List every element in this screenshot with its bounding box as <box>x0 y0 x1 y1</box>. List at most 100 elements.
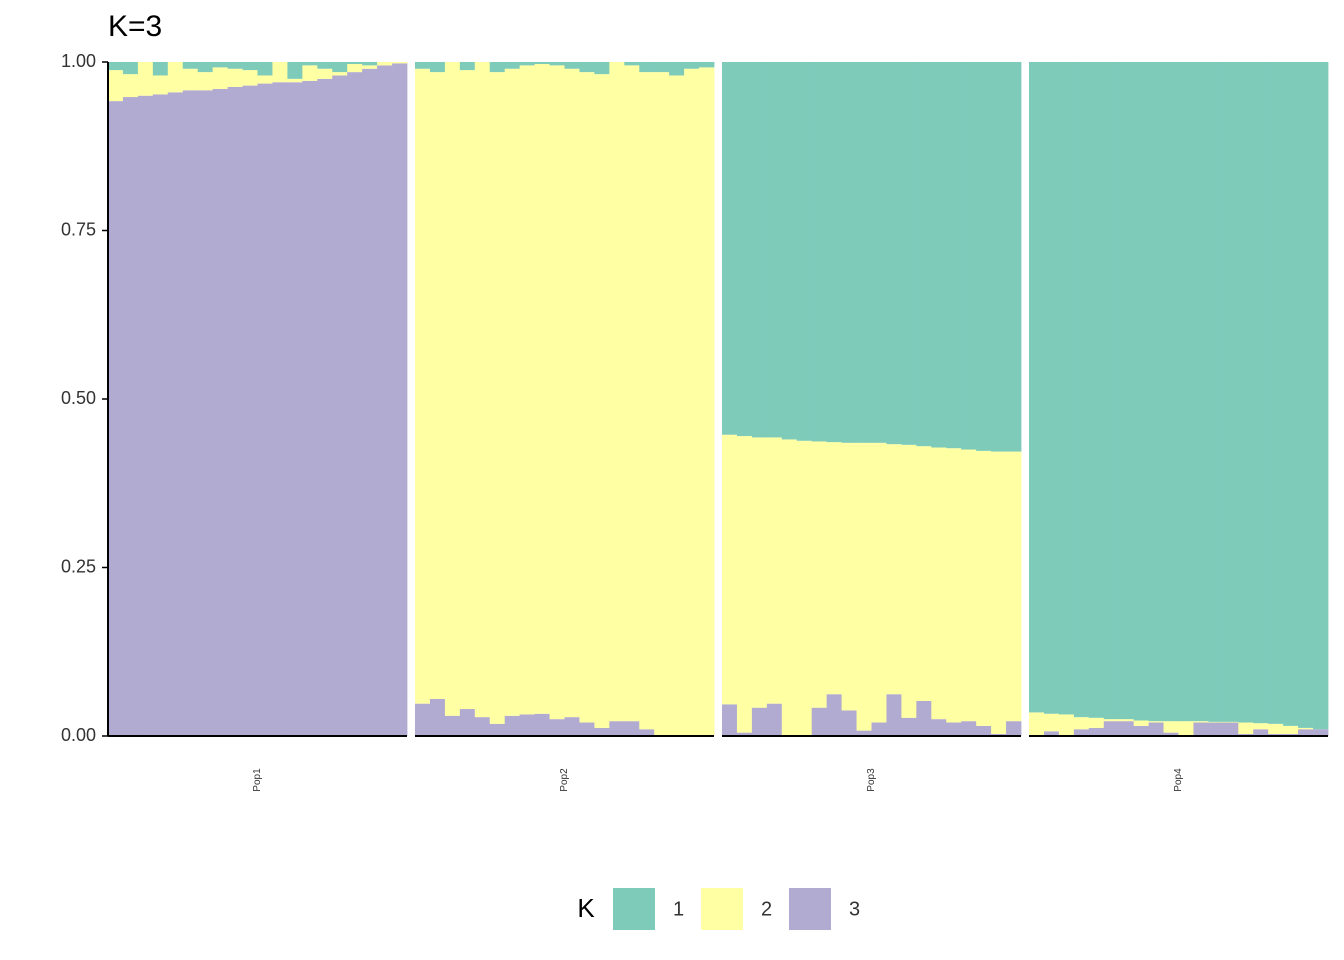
bar-segment <box>362 65 378 69</box>
bar-segment <box>811 62 828 442</box>
bar-segment <box>182 68 199 91</box>
bar-segment <box>594 62 610 75</box>
bar-segment <box>684 62 700 69</box>
bar-segment <box>976 450 992 726</box>
bar-segment <box>766 437 783 704</box>
bar-segment <box>415 62 431 69</box>
bar-segment <box>519 62 535 66</box>
y-tick-label: 1.00 <box>61 51 96 71</box>
bar-segment <box>916 700 932 736</box>
bar-segment <box>227 86 243 737</box>
bar-segment <box>489 723 506 736</box>
bar-segment <box>347 64 363 73</box>
bar-segment <box>961 62 977 450</box>
bar-segment <box>916 446 932 701</box>
bar-segment <box>1283 733 1299 736</box>
bar-segment <box>886 444 902 695</box>
bar-segment <box>564 68 580 718</box>
bar-segment <box>317 68 333 79</box>
bar-segment <box>489 62 506 73</box>
bar-segment <box>579 62 595 73</box>
bar-segment <box>564 62 580 69</box>
bar-segment <box>332 75 348 737</box>
bar-segment <box>377 62 393 66</box>
bar-segment <box>549 719 565 736</box>
bar-segment <box>639 62 655 73</box>
bar-segment <box>594 727 610 736</box>
legend-swatch <box>789 888 831 930</box>
bar-segment <box>444 715 461 736</box>
bar-segment <box>796 62 813 441</box>
bar-segment <box>609 62 625 722</box>
bar-segment <box>609 721 625 736</box>
bar-segment <box>1298 729 1314 736</box>
bar-segment <box>1058 714 1075 736</box>
bar-segment <box>579 722 595 736</box>
facet-label: Pop1 <box>252 768 263 792</box>
bar-segment <box>534 64 550 714</box>
bar-segment <box>1313 729 1329 736</box>
legend-label: 1 <box>673 898 684 920</box>
y-tick-label: 0.25 <box>61 556 96 576</box>
bar-segment <box>227 68 243 87</box>
bar-segment <box>1088 62 1105 718</box>
bar-segment <box>931 719 947 736</box>
bar-segment <box>287 62 303 79</box>
bar-segment <box>152 94 169 737</box>
bar-segment <box>1118 721 1135 736</box>
bar-segment <box>197 62 214 73</box>
bar-segment <box>534 62 550 65</box>
bar-segment <box>766 703 783 736</box>
bar-segment <box>474 717 491 736</box>
bar-segment <box>856 442 872 731</box>
bar-segment <box>1043 731 1060 736</box>
bar-segment <box>961 449 977 722</box>
bar-segment <box>856 730 872 736</box>
bar-segment <box>1253 729 1269 736</box>
bar-segment <box>1193 721 1209 723</box>
bar-segment <box>1103 719 1120 722</box>
bar-segment <box>1163 62 1179 722</box>
bar-segment <box>504 62 521 69</box>
bar-segment <box>796 440 813 736</box>
bar-segment <box>1073 717 1090 730</box>
bar-segment <box>826 62 842 443</box>
bar-segment <box>197 72 214 91</box>
bar-segment <box>272 62 288 83</box>
bar-segment <box>392 62 408 64</box>
bar-segment <box>579 72 595 723</box>
bar-segment <box>212 67 228 89</box>
bar-segment <box>1223 722 1239 736</box>
bar-segment <box>766 62 783 438</box>
bar-segment <box>1058 62 1075 715</box>
bar-segment <box>811 707 828 736</box>
bar-segment <box>1133 62 1149 721</box>
bar-segment <box>1268 723 1284 734</box>
bar-segment <box>1223 721 1239 723</box>
bar-segment <box>669 62 685 76</box>
bar-segment <box>137 62 154 96</box>
bar-segment <box>1163 732 1179 736</box>
bar-segment <box>317 62 333 69</box>
bar-segment <box>212 88 228 736</box>
bar-segment <box>1006 62 1022 452</box>
bar-segment <box>736 732 753 736</box>
bar-segment <box>1268 62 1284 724</box>
bar-segment <box>722 62 738 435</box>
bar-segment <box>519 714 535 736</box>
bar-segment <box>901 717 917 736</box>
bar-segment <box>1208 722 1224 736</box>
bar-segment <box>1253 723 1269 730</box>
bar-segment <box>549 65 565 720</box>
legend-swatch <box>613 888 655 930</box>
legend-swatch <box>701 888 743 930</box>
facet-label: Pop2 <box>559 768 570 792</box>
bar-segment <box>1268 733 1284 736</box>
bar-segment <box>534 713 550 736</box>
bar-segment <box>594 74 610 728</box>
legend-label: 3 <box>849 898 860 920</box>
bar-segment <box>1088 717 1105 728</box>
bar-segment <box>1283 62 1299 726</box>
bar-segment <box>1298 62 1314 728</box>
